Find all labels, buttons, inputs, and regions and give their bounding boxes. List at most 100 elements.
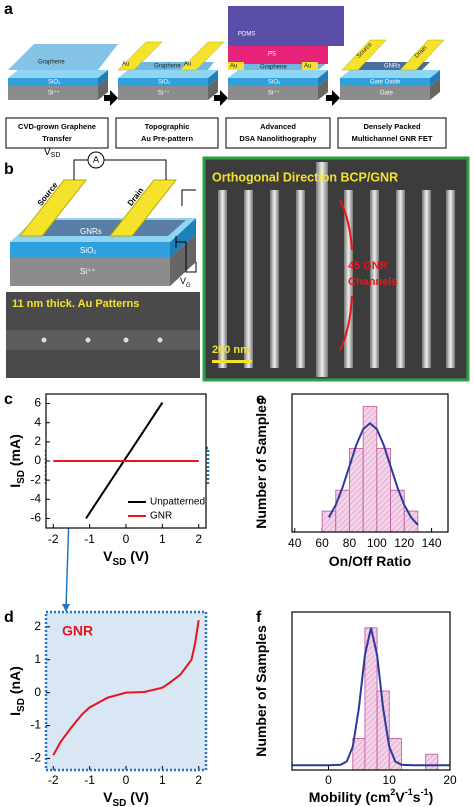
x-tick-label: -1	[84, 773, 95, 787]
sem-title: Orthogonal Direction BCP/GNR	[212, 170, 398, 184]
caption-box	[337, 117, 447, 149]
scale-bar	[212, 360, 252, 363]
scale-label: 200 nm	[212, 344, 250, 356]
sem-title: 11 nm thick. Au Patterns	[12, 298, 139, 310]
label-part: (mA)	[7, 434, 23, 470]
graphene-layer	[8, 44, 118, 70]
legend-label: Unpatterned	[150, 497, 205, 508]
layer-label: Graphene	[38, 60, 65, 66]
label-part: SD	[51, 152, 61, 159]
label-part: V	[103, 548, 113, 564]
ammeter-label: A	[93, 154, 99, 164]
layer-label: Au	[304, 64, 311, 70]
y-tick-label: 0	[34, 453, 41, 467]
y-axis-label: ISD (mA)	[7, 434, 27, 488]
label-part: SD	[16, 470, 27, 484]
label-part: On/Off Ratio	[329, 553, 411, 569]
sem-dots	[41, 337, 163, 343]
au-pad	[228, 62, 244, 70]
plot-frame	[45, 393, 207, 529]
panel-label: a	[4, 1, 13, 18]
x-tick-label: 1	[159, 532, 166, 546]
x-tick-label: 2	[195, 773, 202, 787]
label-part: (nA)	[7, 666, 23, 698]
sem-stripes	[218, 162, 455, 377]
arrow	[104, 90, 118, 106]
label-part: (V)	[126, 548, 149, 564]
layer-label: SiO₂	[268, 80, 281, 86]
label-part: SD	[112, 798, 126, 807]
arrow	[214, 90, 228, 106]
au-pad	[302, 62, 318, 70]
panel-label: e	[256, 391, 265, 408]
layer-label: Si⁺⁺	[158, 90, 170, 97]
panel-label: c	[4, 391, 13, 408]
channel-label: Channels	[348, 276, 398, 288]
bar	[390, 489, 405, 533]
process-step: PDMS PS Au Graphene Au SiO₂ Si⁺⁺	[228, 6, 344, 100]
x-tick-label: 80	[343, 536, 357, 550]
wire	[181, 189, 196, 206]
label-part: G	[186, 283, 191, 289]
caption-box	[5, 117, 109, 149]
sio2-layer	[10, 242, 170, 258]
vsd-label: VSD	[44, 147, 60, 160]
fit-curve	[328, 421, 419, 526]
x-tick-label: 120	[394, 536, 414, 550]
caption: CVD-grown Graphene	[18, 122, 96, 131]
au-pad	[117, 41, 163, 71]
layer-label: Graphene	[154, 64, 181, 70]
process-step: Graphene SiO₂ Si⁺⁺	[8, 44, 118, 100]
y-tick-label: -2	[30, 472, 41, 486]
y-tick-label: 2	[34, 619, 41, 633]
layer-label: Graphene	[260, 65, 287, 71]
layer-label: Si⁺⁺	[268, 90, 280, 97]
channel-arrow	[339, 199, 353, 251]
plot-frame	[291, 393, 449, 533]
au-pad	[179, 41, 225, 71]
x-tick-label: 1	[159, 773, 166, 787]
layer-label: SiO₂	[80, 246, 96, 255]
y-tick-label: 0	[34, 685, 41, 699]
y-tick-label: 1	[34, 652, 41, 666]
label-part: SD	[16, 698, 27, 712]
x-axis-label: Mobility (cm2V-1s-1)	[309, 787, 434, 804]
layer-label: SiO₂	[158, 80, 171, 86]
sem-image-small: 11 nm thick. Au Patterns	[6, 292, 200, 378]
label-part: -1	[405, 787, 413, 797]
si-side	[170, 234, 196, 286]
caption: Multichannel GNR FET	[352, 134, 433, 143]
bar	[335, 489, 350, 533]
layer-label: SiO₂	[48, 80, 61, 86]
y-axis-label: Number of Samples	[253, 625, 269, 757]
x-tick-label: 2	[195, 532, 202, 546]
caption: Transfer	[42, 134, 72, 143]
vg-label: VG	[180, 276, 191, 288]
panel-label: b	[4, 161, 14, 178]
caption-box	[225, 117, 331, 149]
legend-label: GNR	[150, 511, 172, 522]
y-tick-label: -2	[30, 751, 41, 765]
caption: Densely Packed	[363, 122, 421, 131]
layer-label: Si⁺⁺	[48, 90, 60, 97]
x-tick-label: 100	[367, 536, 387, 550]
step-captions: CVD-grown Graphene Transfer Topographic …	[5, 117, 447, 149]
layer-label: Au	[184, 62, 191, 68]
panel-label: d	[4, 609, 14, 626]
si-layer	[10, 258, 170, 286]
label-part: Number of Samples	[253, 397, 269, 529]
sem-image: Orthogonal Direction BCP/GNR 45 GNR Chan…	[202, 156, 470, 382]
x-tick-label: 10	[383, 773, 397, 787]
y-tick-label: 6	[34, 396, 41, 410]
wire	[104, 159, 167, 180]
plot-frame	[44, 610, 208, 772]
x-tick-label: -1	[84, 532, 95, 546]
label-part: Mobility (cm	[309, 789, 391, 805]
x-tick-label: 40	[288, 536, 302, 550]
bar	[388, 738, 402, 771]
y-axis-label: ISD (nA)	[7, 666, 27, 716]
label-part: )	[429, 789, 434, 805]
label-part: 2	[390, 787, 395, 797]
layer-label: PDMS	[238, 32, 255, 38]
